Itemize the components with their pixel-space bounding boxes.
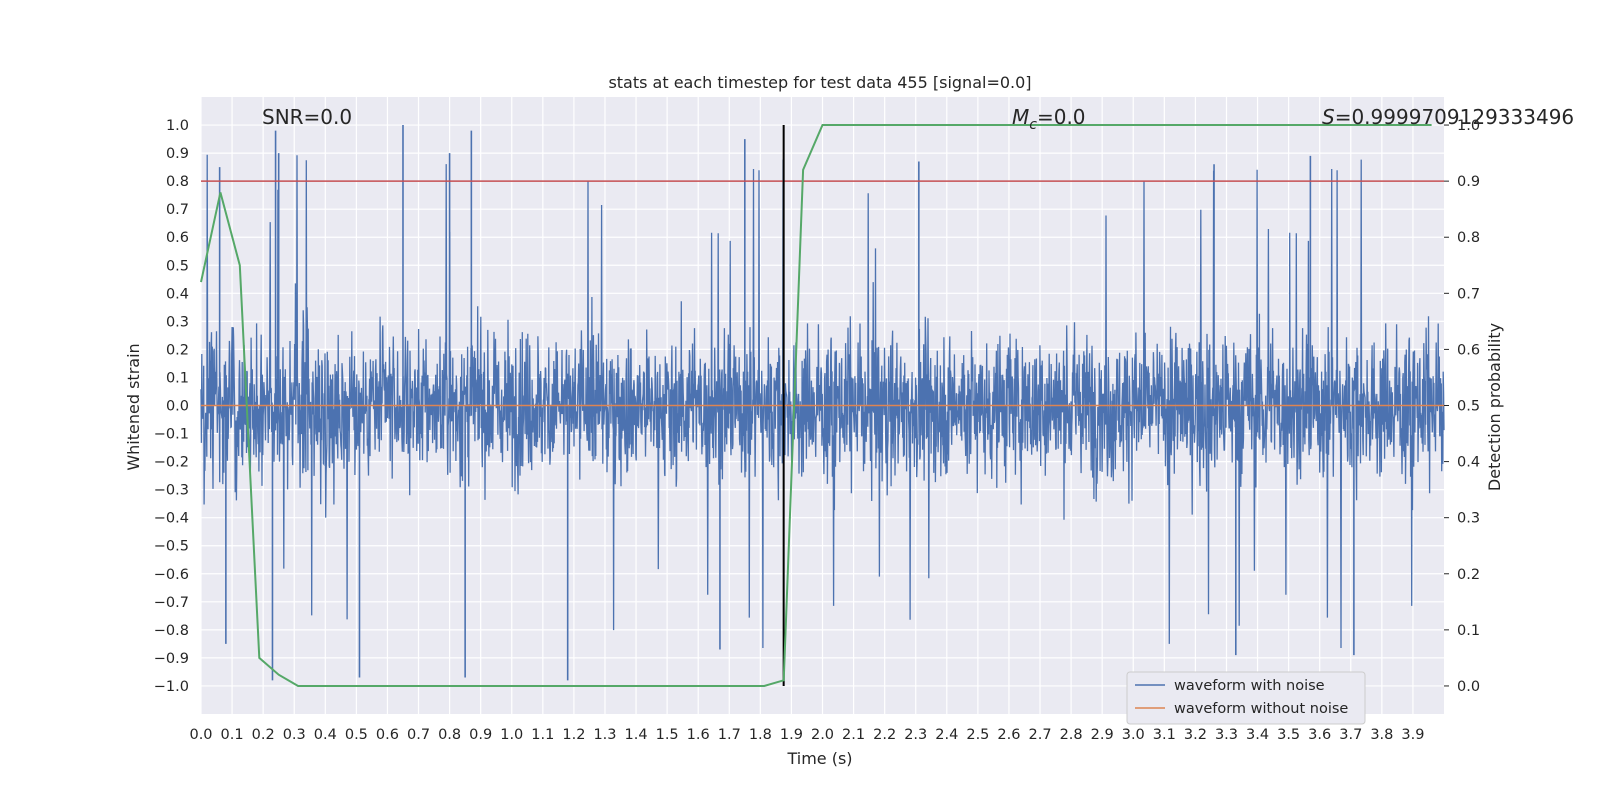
chart-title: stats at each timestep for test data 455… bbox=[608, 73, 1031, 92]
y-tick-label: −0.4 bbox=[154, 511, 189, 527]
x-tick-label: 3.9 bbox=[1401, 727, 1424, 743]
y-tick-label: −0.7 bbox=[154, 595, 189, 611]
x-tick-label: 3.6 bbox=[1308, 727, 1331, 743]
y-tick-label: 0.3 bbox=[166, 314, 189, 330]
y-tick-label: −0.5 bbox=[154, 539, 189, 555]
x-tick-label: 2.9 bbox=[1091, 727, 1114, 743]
series-detection-probability bbox=[200, 124, 1432, 687]
waveform-noise-path bbox=[200, 154, 1445, 649]
x-axis-label: Time (s) bbox=[786, 749, 852, 768]
s-value: =0.9999709129333496 bbox=[1335, 105, 1574, 129]
mc-annotation: Mc=0.0 bbox=[1012, 105, 1086, 133]
x-tick-label: 3.0 bbox=[1122, 727, 1145, 743]
x-tick-label: 1.0 bbox=[500, 727, 523, 743]
x-tick-label: 0.9 bbox=[469, 727, 492, 743]
y-tick-label: −0.2 bbox=[154, 455, 189, 471]
x-tick-label: 0.5 bbox=[345, 727, 368, 743]
y-tick-label: 1.0 bbox=[166, 118, 189, 134]
x-tick-label: 0.7 bbox=[407, 727, 430, 743]
x-tick-label: 3.4 bbox=[1246, 727, 1269, 743]
legend-label-clean: waveform without noise bbox=[1174, 701, 1348, 717]
x-tick-label: 2.8 bbox=[1060, 727, 1083, 743]
x-tick-label: 3.8 bbox=[1370, 727, 1393, 743]
legend-label-noise: waveform with noise bbox=[1174, 678, 1325, 694]
x-tick-label: 3.5 bbox=[1277, 727, 1300, 743]
x-tick-labels: 0.0 0.1 0.2 0.3 0.4 0.5 0.6 0.7 0.8 0.9 1.0 1.1 1.2 1… bbox=[189, 727, 1424, 743]
y2-tick-label: 0.3 bbox=[1457, 511, 1480, 527]
x-tick-label: 2.2 bbox=[873, 727, 896, 743]
x-tick-label: 0.1 bbox=[221, 727, 244, 743]
x-tick-label: 0.8 bbox=[438, 727, 461, 743]
x-tick-label: 1.5 bbox=[656, 727, 679, 743]
x-tick-label: 2.1 bbox=[842, 727, 865, 743]
y-tick-label: 0.7 bbox=[166, 202, 189, 218]
y-tick-label: 0.8 bbox=[166, 174, 189, 190]
y-tick-label: −0.1 bbox=[154, 427, 189, 443]
snr-annotation: SNR=0.0 bbox=[262, 105, 352, 129]
y2-tick-label: 0.7 bbox=[1457, 286, 1480, 302]
legend-box bbox=[1126, 671, 1366, 725]
y-tick-label: −0.3 bbox=[154, 483, 189, 499]
x-tick-label: 1.8 bbox=[749, 727, 772, 743]
x-tick-label: 1.7 bbox=[718, 727, 741, 743]
x-tick-label: 1.2 bbox=[562, 727, 585, 743]
y-tick-label: 0.0 bbox=[166, 399, 189, 415]
y2-tick-label: 0.4 bbox=[1457, 455, 1480, 471]
s-symbol: S bbox=[1322, 105, 1335, 129]
x-tick-label: 2.0 bbox=[811, 727, 834, 743]
x-tick-label: 0.2 bbox=[252, 727, 275, 743]
x-tick-label: 2.4 bbox=[935, 727, 958, 743]
x-tick-label: 1.1 bbox=[531, 727, 554, 743]
y-tick-label: 0.9 bbox=[166, 146, 189, 162]
x-tick-label: 2.7 bbox=[1028, 727, 1051, 743]
y2-tick-label: 0.9 bbox=[1457, 174, 1480, 190]
x-tick-label: 3.7 bbox=[1339, 727, 1362, 743]
x-tick-label: 3.2 bbox=[1184, 727, 1207, 743]
mc-subscript: c bbox=[1029, 117, 1037, 133]
mc-symbol: M bbox=[1012, 105, 1029, 129]
y-tick-label: 0.4 bbox=[166, 286, 189, 302]
y-tick-label: 0.5 bbox=[166, 258, 189, 274]
y2-axis-label: Detection probability bbox=[1485, 323, 1504, 491]
y2-tick-labels: 1.0 0.9 0.8 0.7 0.6 0.5 0.4 0.3 0.2 0.1 0.0 bbox=[1444, 118, 1480, 695]
x-tick-label: 2.3 bbox=[904, 727, 927, 743]
y2-tick-label: 1.0 bbox=[1457, 118, 1480, 134]
y2-tick-label: 0.0 bbox=[1457, 679, 1480, 695]
y-tick-label: −1.0 bbox=[154, 679, 189, 695]
x-tick-label: 0.3 bbox=[283, 727, 306, 743]
y-tick-labels: 1.0 0.9 0.8 0.7 0.6 0.5 0.4 0.3 0.2 0.1 0.0 −0.1 −0.… bbox=[154, 118, 189, 695]
y-tick-label: 0.2 bbox=[166, 342, 189, 358]
x-tick-label: 1.6 bbox=[687, 727, 710, 743]
y-tick-label: −0.6 bbox=[154, 567, 189, 583]
x-tick-label: 1.3 bbox=[593, 727, 616, 743]
y2-tick-label: 0.1 bbox=[1457, 623, 1480, 639]
y-tick-label: −0.8 bbox=[154, 623, 189, 639]
x-tick-label: 2.6 bbox=[997, 727, 1020, 743]
mc-value: =0.0 bbox=[1037, 105, 1086, 129]
x-tick-label: 0.4 bbox=[314, 727, 337, 743]
x-tick-label: 0.6 bbox=[376, 727, 399, 743]
x-tick-label: 3.3 bbox=[1215, 727, 1238, 743]
y-axis-label: Whitened strain bbox=[124, 343, 143, 470]
x-tick-label: 1.4 bbox=[625, 727, 648, 743]
x-tick-label: 3.1 bbox=[1153, 727, 1176, 743]
y2-tick-label: 0.8 bbox=[1457, 230, 1480, 246]
y2-tick-label: 0.5 bbox=[1457, 399, 1480, 415]
y2-tick-label: 0.6 bbox=[1457, 342, 1480, 358]
legend: waveform with noise waveform without noi… bbox=[1126, 671, 1366, 725]
x-tick-label: 0.0 bbox=[189, 727, 212, 743]
s-annotation: S=0.9999709129333496 bbox=[1322, 105, 1574, 129]
x-tick-label: 2.5 bbox=[966, 727, 989, 743]
y2-tick-label: 0.2 bbox=[1457, 567, 1480, 583]
y-tick-label: −0.9 bbox=[154, 651, 189, 667]
series-waveform-with-noise bbox=[200, 125, 1445, 681]
y-tick-label: 0.6 bbox=[166, 230, 189, 246]
y-tick-label: 0.1 bbox=[166, 370, 189, 386]
x-tick-label: 1.9 bbox=[780, 727, 803, 743]
